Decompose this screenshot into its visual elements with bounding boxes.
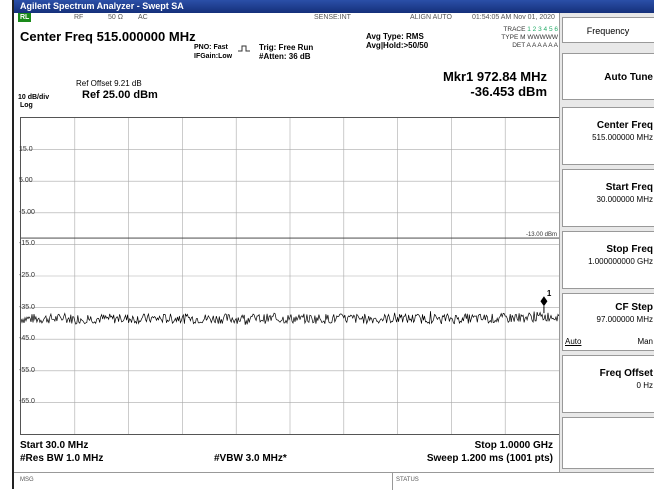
avg-type-readout: Avg Type: RMS — [366, 32, 424, 41]
y-tick-label: 15.0 — [19, 145, 33, 153]
center-freq-label: Center Freq — [596, 120, 653, 131]
marker-1[interactable]: 1 — [540, 289, 552, 314]
msg-label: MSG — [20, 477, 34, 483]
det-val: A A A A A A — [526, 42, 558, 49]
det-label: DET — [512, 42, 526, 49]
plot-gridlines — [21, 118, 559, 434]
cf-step-man[interactable]: Man — [637, 337, 653, 346]
start-freq-button[interactable]: Start Freq 30.000000 MHz — [562, 169, 654, 227]
cf-step-button[interactable]: CF Step 97.000000 MHz Auto Man — [562, 293, 654, 351]
stop-freq-readout: Stop 1.0000 GHz — [474, 440, 553, 451]
window-title: Agilent Spectrum Analyzer - Swept SA — [20, 1, 184, 11]
spectrum-plot[interactable]: -13.00 dBm 1 — [20, 117, 560, 435]
start-freq-label: Start Freq — [605, 182, 653, 193]
db-per-div: 10 dB/div — [18, 94, 50, 101]
trace-1 — [21, 311, 559, 325]
center-freq-button[interactable]: Center Freq 515.000000 MHz — [562, 107, 654, 165]
cf-step-auto[interactable]: Auto — [565, 337, 582, 346]
marker-freq: Mkr1 972.84 MHz — [442, 69, 547, 84]
softkey-panel: Frequency Auto Tune Center Freq 515.0000… — [559, 13, 654, 472]
freq-offset-value: 0 Hz — [636, 381, 653, 390]
atten-readout: #Atten: 36 dB — [259, 52, 311, 61]
message-bar: MSG STATUS — [14, 472, 654, 490]
log-scale-label: Log — [20, 102, 33, 109]
marker-diamond-icon — [540, 296, 548, 307]
type-label: TYPE — [501, 34, 519, 41]
impedance-indicator: 50 Ω — [108, 14, 123, 21]
window-titlebar: Agilent Spectrum Analyzer - Swept SA — [14, 0, 654, 13]
y-tick-label: -55.0 — [19, 366, 35, 374]
cf-step-value: 97.000000 MHz — [596, 315, 653, 324]
sweep-readout: Sweep 1.200 ms (1001 pts) — [426, 453, 553, 464]
cf-step-label: CF Step — [615, 302, 653, 313]
trig-readout: Trig: Free Run — [259, 43, 314, 52]
freq-offset-label: Freq Offset — [599, 368, 653, 379]
msgbar-divider — [392, 473, 393, 490]
blank-softkey[interactable] — [562, 417, 654, 469]
start-freq-readout: Start 30.0 MHz — [20, 440, 89, 451]
stop-freq-value: 1.000000000 GHz — [588, 257, 653, 266]
auto-tune-button[interactable]: Auto Tune — [562, 53, 654, 100]
avg-hold-readout: Avg|Hold:>50/50 — [366, 41, 429, 50]
y-tick-label: -35.0 — [19, 303, 35, 311]
rbw-readout: #Res BW 1.0 MHz — [20, 453, 104, 464]
freq-offset-button[interactable]: Freq Offset 0 Hz — [562, 355, 654, 413]
y-tick-label: -15.0 — [19, 240, 35, 248]
trace-label: TRACE — [503, 26, 526, 33]
type-val: M WWWWW — [520, 34, 558, 41]
stop-freq-label: Stop Freq — [606, 244, 653, 255]
align-indicator: ALIGN AUTO — [410, 14, 452, 21]
pno-readout: PNO: Fast — [194, 44, 228, 51]
timestamp: 01:54:05 AM Nov 01, 2020 — [472, 14, 555, 21]
rf-indicator: RF — [74, 14, 84, 21]
ifgain-readout: IFGain:Low — [194, 53, 233, 60]
y-tick-label: -5.00 — [19, 208, 35, 216]
y-tick-label: -25.0 — [19, 272, 35, 279]
coupling-indicator: AC — [138, 14, 148, 21]
center-freq-value: 515.000000 MHz — [592, 133, 653, 142]
left-bezel — [0, 0, 14, 489]
stop-freq-button[interactable]: Stop Freq 1.000000000 GHz — [562, 231, 654, 289]
y-tick-label: 5.00 — [19, 177, 33, 185]
measurement-header: Center Freq 515.000000 MHz PNO: Fast IFG… — [14, 22, 559, 115]
start-freq-value: 30.000000 MHz — [596, 195, 653, 204]
ref-level[interactable]: Ref 25.00 dBm — [82, 89, 158, 101]
center-freq-readout[interactable]: Center Freq 515.000000 MHz — [20, 29, 196, 44]
footer-readouts: Start 30.0 MHz Stop 1.0000 GHz #Res BW 1… — [14, 436, 559, 472]
marker-number: 1 — [547, 289, 552, 298]
sense-indicator: SENSE:INT — [314, 14, 351, 21]
vbw-readout: #VBW 3.0 MHz* — [214, 453, 287, 464]
rl-indicator: RL — [18, 13, 32, 22]
menu-title: Frequency — [562, 17, 654, 43]
marker-amplitude: -36.453 dBm — [470, 84, 547, 99]
display-line-label: -13.00 dBm — [526, 232, 557, 238]
trace-nums: 1 2 3 4 5 6 — [527, 26, 558, 33]
ref-offset: Ref Offset 9.21 dB — [76, 79, 142, 88]
trace-info: TRACE 1 2 3 4 5 6 TYPE M WWWWW DET A A A… — [488, 26, 558, 50]
status-row: RL RF 50 Ω AC SENSE:INT ALIGN AUTO 01:54… — [14, 13, 559, 22]
trigger-icon — [238, 45, 250, 52]
y-tick-label: -45.0 — [19, 335, 35, 343]
y-tick-label: -65.0 — [19, 398, 35, 406]
status-label: STATUS — [396, 477, 419, 483]
